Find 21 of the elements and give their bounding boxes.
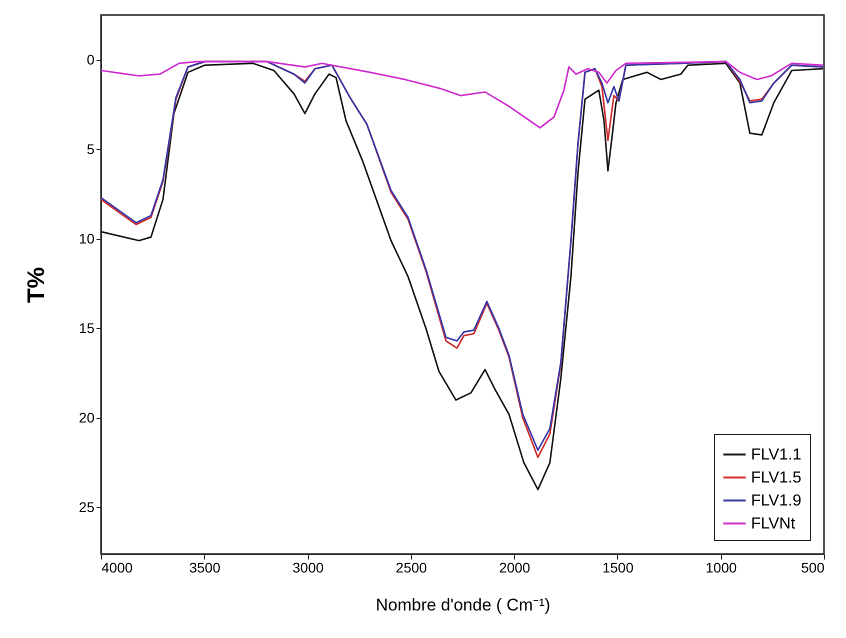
y-axis-title: T% [22, 267, 50, 303]
x-tick-label: 4000 [102, 560, 133, 576]
y-tick-label: 0 [86, 51, 95, 68]
x-tick-label: 1000 [706, 560, 737, 576]
x-tick-label: 2000 [499, 560, 530, 576]
x-tick-label: 3500 [189, 560, 221, 576]
legend-label: FLVNt [751, 516, 796, 532]
line-series [100, 60, 824, 129]
x-tick-label: 2500 [396, 560, 428, 576]
x-tick-label: 500 [801, 560, 825, 576]
legend-label: FLV1.9 [751, 492, 802, 510]
y-tick-label: 20 [78, 409, 95, 426]
y-tick-label: 15 [78, 320, 95, 336]
legend-label: FLV1.5 [751, 470, 802, 486]
x-axis-title: Nombre d'onde ( Cm⁻¹) [376, 596, 550, 614]
y-tick-label: 10 [78, 230, 95, 246]
x-tick-label: 3000 [292, 560, 324, 576]
x-tick-label: 1500 [602, 560, 634, 576]
y-tick-label: 25 [78, 498, 95, 515]
y-tick-label: 5 [86, 140, 95, 157]
legend-label: FLV1.1 [751, 446, 802, 464]
